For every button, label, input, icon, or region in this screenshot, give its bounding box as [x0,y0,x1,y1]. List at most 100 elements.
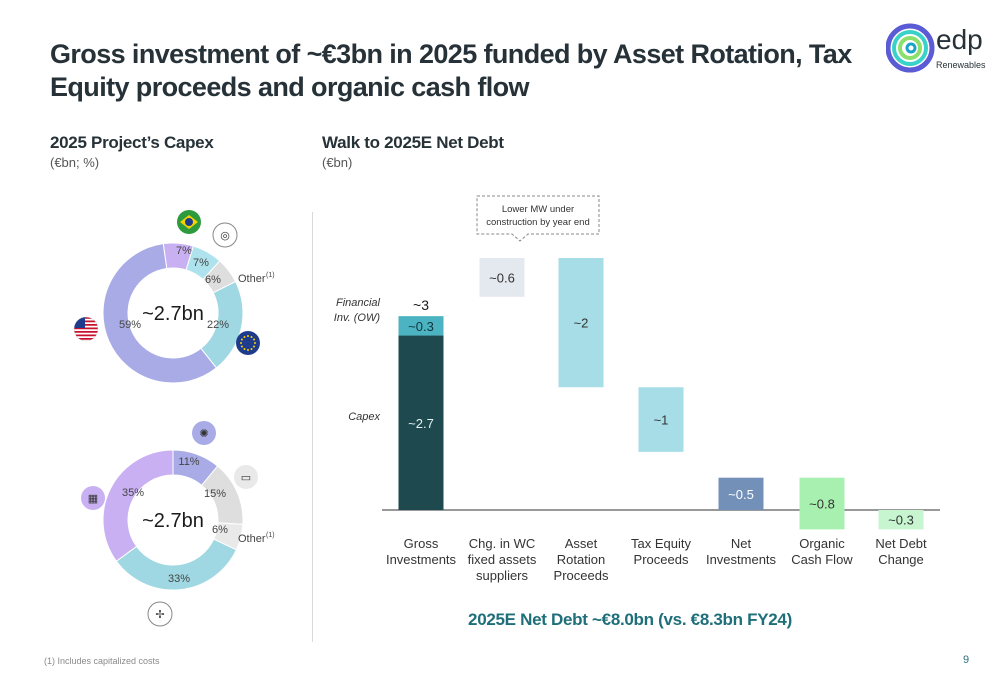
waterfall-category-label: suppliers [476,568,529,583]
waterfall-bar-2-segment-1 [479,258,525,297]
eu-flag-star [240,342,242,344]
donut1-other-sup: (1) [266,272,275,279]
waterfall-data-label: ~1 [654,413,669,428]
waterfall-bar-1-segment-1 [398,335,444,510]
waterfall-bar-5-segment-1 [718,477,764,510]
donut2-center-label: ~2.7bn [142,510,204,532]
waterfall-category-label: Investments [706,552,777,567]
wind-turbine-icon [147,601,173,627]
donut1-other-label: Other [238,273,266,285]
globe-icon [212,222,238,248]
us-flag-stripe [74,317,98,319]
waterfall-data-label: ~0.6 [489,270,515,285]
waterfall-category-label: Cash Flow [791,552,853,567]
waterfall-category-label: Asset [565,536,598,551]
brazil-flag-globe [185,218,193,226]
battery-icon [234,465,258,489]
walk-section-subtitle: (€bn) [322,155,353,170]
us-flag-stripe [74,334,98,337]
capex-section-subtitle: (€bn; %) [50,155,100,170]
battery-icon-glyph: ▭ [241,472,251,484]
us-flag-stripe [74,331,98,333]
section-divider [312,212,313,642]
wind-turbine-icon-glyph: ✢ [155,609,164,621]
donut1-slice-label: 7% [176,245,192,257]
donut2-other-label: Other [238,533,266,545]
waterfall-category-label: Chg. in WC [469,536,535,551]
eu-flag-icon [236,331,260,355]
waterfall-category-label: fixed assets [468,552,537,567]
waterfall-bar-4-segment-1 [638,387,684,452]
eu-flag-star [250,335,253,338]
hybrid-icon [192,421,216,445]
waterfall-data-label: ~0.3 [888,513,914,528]
waterfall-category-label: Net Debt [875,536,927,551]
callout-box [476,195,600,242]
eu-flag-star [240,345,243,348]
us-flag-stripe [74,338,98,340]
donut1-slice-label: 7% [193,257,209,269]
eu-flag-star [250,348,253,351]
us-flag-stripe [74,320,98,323]
page-title: Gross investment of ~€3bn in 2025 funded… [50,39,852,102]
donut2-slice-label: 11% [178,456,199,468]
waterfall-bar-6-segment-1 [799,477,845,530]
eu-flag-star [243,348,246,351]
donut2-slice-label: 6% [212,524,228,536]
donut2-slice-label: 33% [168,573,190,585]
waterfall-data-label: ~2 [574,316,589,331]
footnote: (1) Includes capitalized costs [44,656,160,666]
eu-flag-star [253,338,256,341]
eu-flag-star [243,335,246,338]
us-flag-stripe [74,324,98,326]
edp-logo: edp Renewables [885,18,986,78]
donut1-slice-us [102,243,218,384]
eu-flag-star [247,349,249,351]
donut1-slice-label: 22% [207,319,229,331]
waterfall-data-label: ~0.3 [408,319,434,334]
waterfall-bar-7-segment-1 [878,510,924,530]
waterfall-category-label: Organic [799,536,845,551]
callout-text: construction by year end [486,217,590,228]
waterfall-data-label: ~0.5 [728,487,754,502]
logo-subtitle: Renewables [936,60,986,70]
financial-inv-label: Financial [336,297,381,309]
waterfall-bar-3-segment-1 [558,258,604,388]
donut1-center-label: ~2.7bn [142,303,204,325]
eu-flag-star [240,338,243,341]
donut2-slice-label: 35% [122,487,144,499]
waterfall-category-label: Proceeds [554,568,609,583]
eu-flag-star [247,335,249,337]
hybrid-icon-glyph: ✺ [199,428,208,440]
donut2-slice-solar [102,449,174,562]
donut1-slice-label: 6% [205,274,221,286]
us-flag-icon [74,317,98,340]
edp-swirl-icon [885,23,935,73]
page-number: 9 [963,654,970,666]
donut1-slice-label: 59% [119,319,141,331]
globe-icon-glyph: ◎ [220,230,230,242]
waterfall-category-label: Change [878,552,924,567]
us-flag-stripe [74,327,98,330]
waterfall-category-label: Tax Equity [631,536,691,551]
donut2-slice-label: 15% [204,488,226,500]
walk-section-title: Walk to 2025E Net Debt [322,133,504,152]
waterfall-category-label: Gross [404,536,439,551]
logo-wordmark: edp [936,24,983,55]
solar-panel-icon-glyph: ▦ [88,493,98,505]
net-debt-summary: 2025E Net Debt ~€8.0bn (vs. €8.3bn FY24) [468,610,792,629]
waterfall-category-label: Investments [386,552,457,567]
waterfall-category-label: Rotation [557,552,605,567]
waterfall-category-label: Net [731,536,752,551]
waterfall-bar-1-segment-2 [398,316,444,336]
waterfall-total-label: ~3 [413,297,429,313]
eu-flag-star [253,345,256,348]
solar-panel-icon [81,486,105,510]
waterfall-category-label: Proceeds [634,552,689,567]
callout-text: Lower MW under [502,204,574,215]
capex-section-title: 2025 Project’s Capex [50,133,214,152]
capex-label: Capex [348,411,380,423]
waterfall-data-label: ~0.8 [809,497,835,512]
us-flag-canton [74,317,85,328]
